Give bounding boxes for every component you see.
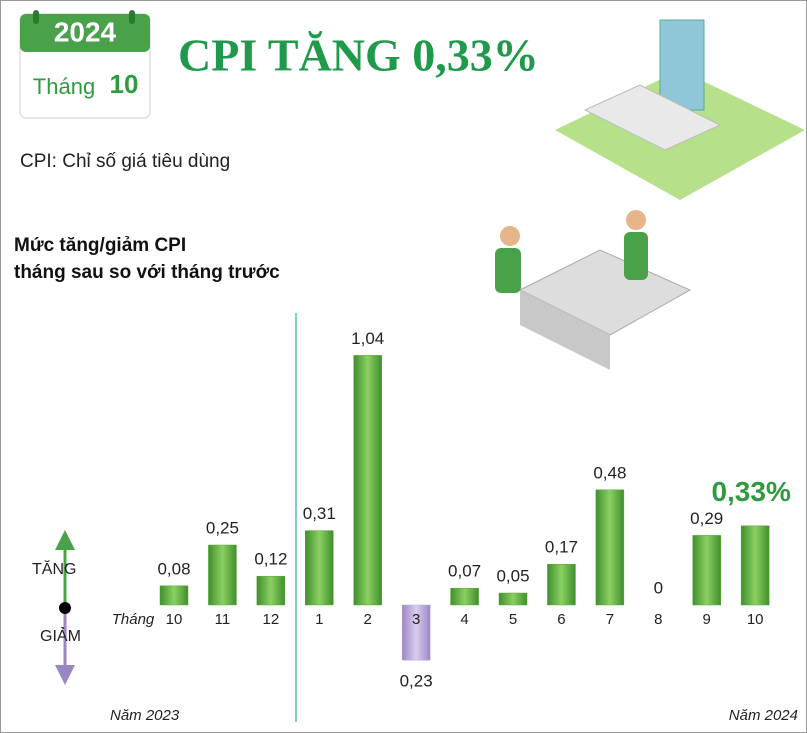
checkout-side bbox=[520, 290, 610, 370]
value-label: 0,29 bbox=[690, 509, 723, 528]
bar bbox=[498, 592, 528, 606]
x-tick-label: 10 bbox=[166, 611, 183, 628]
x-tick-label: 4 bbox=[460, 611, 468, 628]
year-label: Năm 2023 bbox=[110, 707, 180, 724]
x-tick-label: 11 bbox=[215, 611, 231, 628]
bar bbox=[740, 525, 770, 606]
bar bbox=[256, 575, 286, 606]
value-label: 1,04 bbox=[351, 329, 384, 348]
x-tick-label: 12 bbox=[263, 611, 280, 628]
x-tick-label: 7 bbox=[606, 611, 614, 628]
down-arrow-head bbox=[55, 665, 75, 685]
x-tick-label: 3 bbox=[412, 611, 420, 628]
fridge bbox=[659, 19, 705, 111]
value-label: 0,48 bbox=[593, 463, 626, 482]
x-tick-label: 5 bbox=[509, 611, 517, 628]
calendar-header bbox=[20, 14, 150, 52]
bar bbox=[353, 355, 382, 606]
subtitle: CPI: Chỉ số giá tiêu dùng bbox=[20, 151, 230, 172]
bar bbox=[450, 587, 479, 606]
bar bbox=[692, 535, 721, 606]
calendar-month: 10 bbox=[110, 69, 139, 99]
title: CPI TĂNG 0,33% bbox=[178, 30, 539, 81]
x-tick-label: 10 bbox=[747, 611, 764, 628]
x-tick-label: 1 bbox=[315, 611, 323, 628]
value-label: 0,05 bbox=[496, 566, 529, 585]
counter bbox=[583, 84, 722, 151]
value-label: 0,08 bbox=[157, 559, 190, 578]
bar bbox=[208, 544, 237, 606]
person bbox=[500, 226, 520, 246]
zero-dot bbox=[59, 602, 71, 614]
value-label: 0,25 bbox=[206, 518, 239, 537]
year-label: Năm 2024 bbox=[729, 707, 798, 724]
highlight-label: 0,33% bbox=[711, 476, 790, 507]
bar bbox=[305, 530, 334, 606]
value-label: 0,07 bbox=[448, 562, 481, 581]
person bbox=[495, 248, 521, 293]
value-label: 0,12 bbox=[254, 550, 287, 569]
value-label: 0,23 bbox=[400, 672, 433, 691]
x-tick-label: 9 bbox=[703, 611, 711, 628]
x-tick-label: 6 bbox=[557, 611, 565, 628]
up-label: TĂNG bbox=[32, 559, 76, 578]
calendar-ring bbox=[129, 10, 135, 24]
calendar-ring bbox=[33, 10, 39, 24]
x-tick-label: 8 bbox=[654, 611, 662, 628]
down-label: GIẢM bbox=[40, 626, 81, 645]
person bbox=[624, 232, 648, 280]
x-axis-label: Tháng bbox=[112, 611, 155, 628]
value-label: 0,17 bbox=[545, 538, 578, 557]
person bbox=[626, 210, 646, 230]
value-label: 0,31 bbox=[303, 504, 336, 523]
value-label: 0 bbox=[654, 578, 663, 597]
bar bbox=[547, 563, 576, 606]
bar bbox=[401, 604, 431, 661]
bar bbox=[595, 489, 625, 606]
chart-title: Mức tăng/giảm CPI bbox=[14, 235, 186, 256]
bar bbox=[159, 585, 189, 606]
up-arrow-head bbox=[55, 530, 75, 550]
chart-title: tháng sau so với tháng trước bbox=[14, 262, 280, 283]
x-tick-label: 2 bbox=[364, 611, 372, 628]
calendar-month-label: Tháng bbox=[33, 74, 95, 99]
calendar-year: 2024 bbox=[54, 16, 117, 47]
